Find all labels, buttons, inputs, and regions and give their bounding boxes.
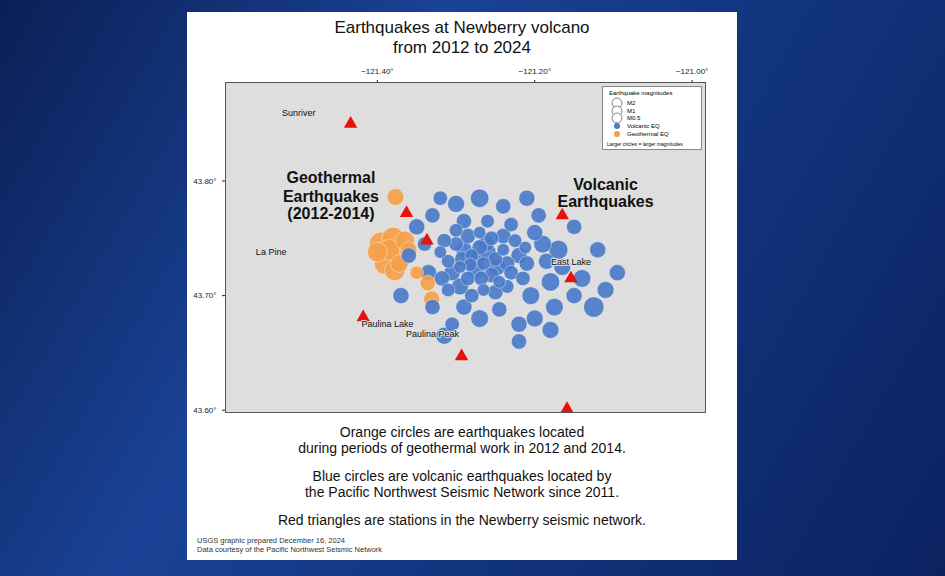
- svg-text:Geothermal: Geothermal: [286, 169, 375, 186]
- html-text:Orange circles are earthquakes: Orange circles are earthquakes located: [339, 424, 585, 440]
- svg-text:M2: M2: [627, 100, 636, 106]
- html-text:the Pacific Northwest Seismic: the Pacific Northwest Seismic Network si…: [305, 484, 619, 500]
- svg-text:Earthquake magnitudes: Earthquake magnitudes: [609, 90, 672, 96]
- svg-text:(2012-2014): (2012-2014): [287, 205, 374, 222]
- html-text:Blue circles are volcanic eart: Blue circles are volcanic earthquakes lo…: [312, 468, 612, 484]
- svg-text:−121.20°: −121.20°: [519, 67, 551, 76]
- html-text:Red triangles are stations in: Red triangles are stations in the Newber…: [278, 512, 646, 528]
- svg-text:La Pine: La Pine: [256, 247, 287, 257]
- html-text:USGS graphic prepared December: USGS graphic prepared December 16, 2024: [197, 536, 345, 545]
- html-text:Data courtesy of the Pacific N: Data courtesy of the Pacific Northwest S…: [197, 545, 383, 554]
- svg-text:Volcanic EQ: Volcanic EQ: [627, 123, 660, 129]
- svg-text:−121.00°: −121.00°: [676, 67, 708, 76]
- svg-text:43.70°: 43.70°: [193, 291, 216, 300]
- svg-text:M0.5: M0.5: [627, 115, 641, 121]
- svg-text:Earthquakes: Earthquakes: [558, 193, 654, 210]
- svg-text:East Lake: East Lake: [551, 257, 591, 267]
- html-text:Earthquakes at Newberry volcan: Earthquakes at Newberry volcano: [334, 18, 590, 37]
- html-text:from 2012 to 2024: from 2012 to 2024: [393, 38, 531, 57]
- svg-text:Earthquakes: Earthquakes: [283, 188, 379, 205]
- svg-text:M1: M1: [627, 108, 636, 114]
- svg-text:Volcanic: Volcanic: [573, 176, 638, 193]
- svg-text:Geothermal EQ: Geothermal EQ: [627, 131, 669, 137]
- svg-text:43.60°: 43.60°: [193, 406, 216, 415]
- svg-text:43.80°: 43.80°: [193, 177, 216, 186]
- html-text:during periods of geothermal w: during periods of geothermal work in 201…: [298, 440, 626, 456]
- svg-text:−121.40°: −121.40°: [361, 67, 393, 76]
- svg-text:Paulina Lake: Paulina Lake: [362, 319, 414, 329]
- svg-text:Larger circles = larger magnit: Larger circles = larger magnitudes: [607, 141, 683, 147]
- svg-text:Paulina Peak: Paulina Peak: [406, 329, 460, 339]
- svg-text:Sunriver: Sunriver: [282, 108, 316, 118]
